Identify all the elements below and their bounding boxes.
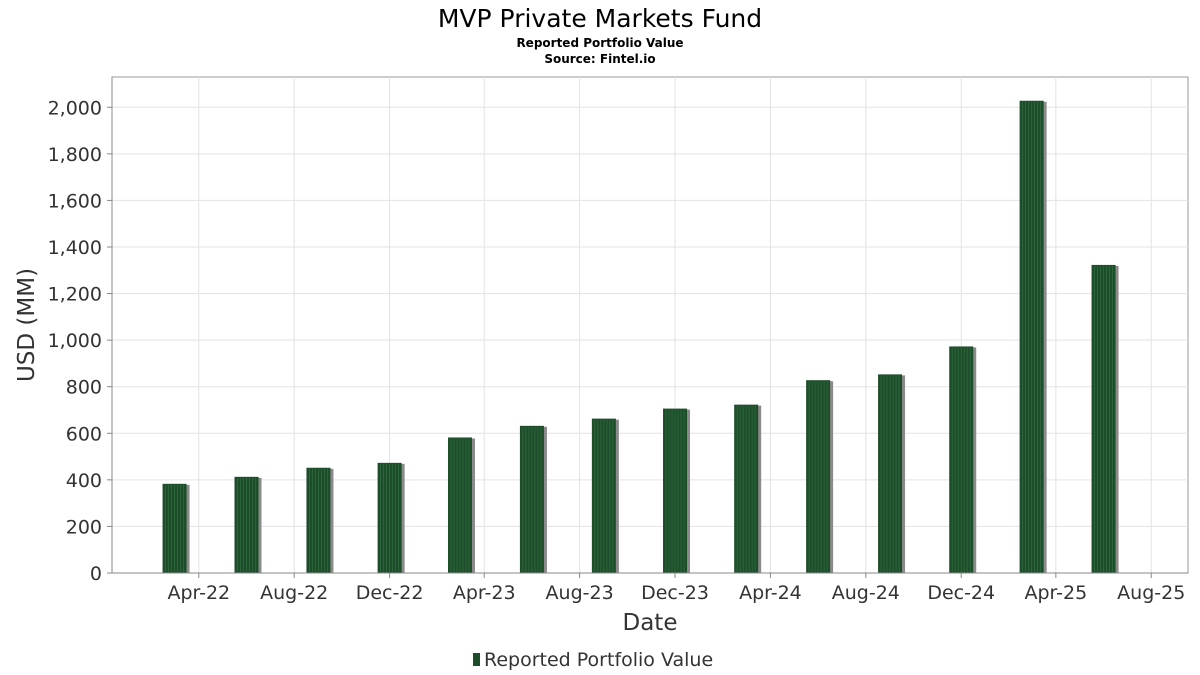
chart-title: MVP Private Markets Fund — [438, 4, 762, 33]
y-tick-label: 2,000 — [48, 97, 102, 119]
y-tick-label: 1,600 — [48, 190, 102, 212]
x-tick-label: Aug-22 — [260, 582, 328, 604]
y-tick-label: 1,000 — [48, 330, 102, 352]
y-tick-label: 1,400 — [48, 237, 102, 259]
x-tick-label: Dec-24 — [927, 582, 995, 604]
y-axis-label: USD (MM) — [14, 268, 40, 382]
x-axis-label: Date — [623, 610, 678, 636]
y-tick-label: 0 — [90, 563, 102, 585]
x-tick-label: Aug-25 — [1117, 582, 1185, 604]
x-tick-label: Apr-25 — [1025, 582, 1088, 604]
legend: Reported Portfolio Value — [473, 649, 713, 671]
x-tick-label: Apr-24 — [739, 582, 802, 604]
x-axis: Apr-22 Aug-22 Dec-22 Apr-23 Aug-23 Dec-23 Apr-… — [112, 572, 1188, 604]
x-tick-label: Aug-24 — [832, 582, 900, 604]
x-tick-label: Dec-23 — [641, 582, 709, 604]
y-tick-label: 800 — [66, 377, 102, 399]
chart-subtitle-line-2: Source: Fintel.io — [544, 52, 655, 66]
plot-area — [111, 76, 1189, 574]
y-tick-label: 400 — [66, 470, 102, 492]
chart-subtitle-line-1: Reported Portfolio Value — [516, 36, 683, 50]
y-tick-label: 1,800 — [48, 144, 102, 166]
legend-swatch — [473, 653, 480, 666]
x-tick-label: Aug-23 — [546, 582, 614, 604]
y-axis: 0 200 400 600 800 1,000 1,200 1,400 1,600 1,800 2,… — [48, 77, 113, 585]
bars — [162, 100, 1119, 574]
x-tick-label: Dec-22 — [356, 582, 424, 604]
y-tick-label: 600 — [66, 423, 102, 445]
x-tick-label: Apr-23 — [453, 582, 516, 604]
x-tick-label: Apr-22 — [167, 582, 230, 604]
y-tick-label: 1,200 — [48, 284, 102, 306]
legend-label: Reported Portfolio Value — [484, 649, 713, 671]
y-tick-label: 200 — [66, 516, 102, 538]
